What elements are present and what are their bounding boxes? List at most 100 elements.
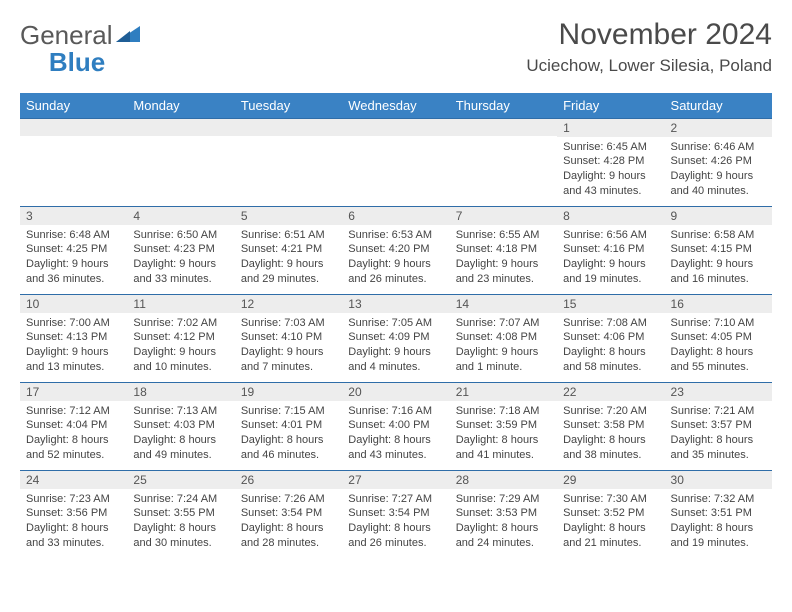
sunrise-text: Sunrise: 7:16 AM — [348, 404, 443, 419]
sunrise-text: Sunrise: 7:20 AM — [563, 404, 658, 419]
day-number: 8 — [557, 207, 664, 225]
day-details: Sunrise: 7:07 AMSunset: 4:08 PMDaylight:… — [450, 313, 557, 379]
day-number: 26 — [235, 471, 342, 489]
sunrise-text: Sunrise: 7:27 AM — [348, 492, 443, 507]
calendar-day-cell: 16Sunrise: 7:10 AMSunset: 4:05 PMDayligh… — [665, 294, 772, 382]
sunrise-text: Sunrise: 6:53 AM — [348, 228, 443, 243]
calendar-empty-cell — [450, 118, 557, 206]
daylight-text: Daylight: 8 hours and 35 minutes. — [671, 433, 766, 463]
daylight-text: Daylight: 8 hours and 38 minutes. — [563, 433, 658, 463]
calendar-day-cell: 17Sunrise: 7:12 AMSunset: 4:04 PMDayligh… — [20, 382, 127, 470]
sunrise-text: Sunrise: 7:30 AM — [563, 492, 658, 507]
sunrise-text: Sunrise: 7:07 AM — [456, 316, 551, 331]
sunset-text: Sunset: 4:10 PM — [241, 330, 336, 345]
calendar-day-cell: 3Sunrise: 6:48 AMSunset: 4:25 PMDaylight… — [20, 206, 127, 294]
calendar-day-cell: 23Sunrise: 7:21 AMSunset: 3:57 PMDayligh… — [665, 382, 772, 470]
sunset-text: Sunset: 3:56 PM — [26, 506, 121, 521]
calendar-day-cell: 2Sunrise: 6:46 AMSunset: 4:26 PMDaylight… — [665, 118, 772, 206]
calendar-day-cell: 12Sunrise: 7:03 AMSunset: 4:10 PMDayligh… — [235, 294, 342, 382]
sunset-text: Sunset: 3:53 PM — [456, 506, 551, 521]
daylight-text: Daylight: 9 hours and 13 minutes. — [26, 345, 121, 375]
sunset-text: Sunset: 3:58 PM — [563, 418, 658, 433]
day-details: Sunrise: 6:55 AMSunset: 4:18 PMDaylight:… — [450, 225, 557, 291]
sunrise-text: Sunrise: 6:48 AM — [26, 228, 121, 243]
calendar-day-cell: 9Sunrise: 6:58 AMSunset: 4:15 PMDaylight… — [665, 206, 772, 294]
day-details: Sunrise: 7:27 AMSunset: 3:54 PMDaylight:… — [342, 489, 449, 555]
daylight-text: Daylight: 8 hours and 24 minutes. — [456, 521, 551, 551]
calendar-day-cell: 24Sunrise: 7:23 AMSunset: 3:56 PMDayligh… — [20, 470, 127, 558]
brand-word2: Blue — [49, 47, 105, 77]
day-details: Sunrise: 7:24 AMSunset: 3:55 PMDaylight:… — [127, 489, 234, 555]
day-details: Sunrise: 6:53 AMSunset: 4:20 PMDaylight:… — [342, 225, 449, 291]
sunset-text: Sunset: 3:54 PM — [241, 506, 336, 521]
day-number: 11 — [127, 295, 234, 313]
weekday-header: Sunday — [20, 93, 127, 119]
daylight-text: Daylight: 8 hours and 52 minutes. — [26, 433, 121, 463]
day-number: 12 — [235, 295, 342, 313]
calendar-day-cell: 20Sunrise: 7:16 AMSunset: 4:00 PMDayligh… — [342, 382, 449, 470]
sunset-text: Sunset: 4:05 PM — [671, 330, 766, 345]
calendar-empty-cell — [342, 118, 449, 206]
sunset-text: Sunset: 4:01 PM — [241, 418, 336, 433]
daylight-text: Daylight: 8 hours and 49 minutes. — [133, 433, 228, 463]
calendar-week-row: 1Sunrise: 6:45 AMSunset: 4:28 PMDaylight… — [20, 118, 772, 206]
day-number: 22 — [557, 383, 664, 401]
sunrise-text: Sunrise: 7:05 AM — [348, 316, 443, 331]
day-details: Sunrise: 7:12 AMSunset: 4:04 PMDaylight:… — [20, 401, 127, 467]
day-details: Sunrise: 7:15 AMSunset: 4:01 PMDaylight:… — [235, 401, 342, 467]
daylight-text: Daylight: 8 hours and 26 minutes. — [348, 521, 443, 551]
day-number: 9 — [665, 207, 772, 225]
location-subtitle: Uciechow, Lower Silesia, Poland — [526, 56, 772, 76]
day-number: 5 — [235, 207, 342, 225]
sunset-text: Sunset: 4:21 PM — [241, 242, 336, 257]
day-number: 18 — [127, 383, 234, 401]
weekday-header: Saturday — [665, 93, 772, 119]
sunrise-text: Sunrise: 7:24 AM — [133, 492, 228, 507]
sunset-text: Sunset: 4:26 PM — [671, 154, 766, 169]
daylight-text: Daylight: 8 hours and 21 minutes. — [563, 521, 658, 551]
calendar-day-cell: 15Sunrise: 7:08 AMSunset: 4:06 PMDayligh… — [557, 294, 664, 382]
sunset-text: Sunset: 4:09 PM — [348, 330, 443, 345]
calendar-day-cell: 7Sunrise: 6:55 AMSunset: 4:18 PMDaylight… — [450, 206, 557, 294]
sunset-text: Sunset: 4:08 PM — [456, 330, 551, 345]
day-number — [127, 119, 234, 136]
day-number: 27 — [342, 471, 449, 489]
calendar-day-cell: 28Sunrise: 7:29 AMSunset: 3:53 PMDayligh… — [450, 470, 557, 558]
daylight-text: Daylight: 8 hours and 28 minutes. — [241, 521, 336, 551]
sunset-text: Sunset: 4:20 PM — [348, 242, 443, 257]
calendar-day-cell: 6Sunrise: 6:53 AMSunset: 4:20 PMDaylight… — [342, 206, 449, 294]
sunset-text: Sunset: 4:13 PM — [26, 330, 121, 345]
day-number: 15 — [557, 295, 664, 313]
calendar-empty-cell — [127, 118, 234, 206]
day-details: Sunrise: 7:20 AMSunset: 3:58 PMDaylight:… — [557, 401, 664, 467]
calendar-day-cell: 29Sunrise: 7:30 AMSunset: 3:52 PMDayligh… — [557, 470, 664, 558]
calendar-body: 1Sunrise: 6:45 AMSunset: 4:28 PMDaylight… — [20, 118, 772, 558]
daylight-text: Daylight: 9 hours and 29 minutes. — [241, 257, 336, 287]
daylight-text: Daylight: 8 hours and 55 minutes. — [671, 345, 766, 375]
daylight-text: Daylight: 9 hours and 16 minutes. — [671, 257, 766, 287]
calendar-week-row: 10Sunrise: 7:00 AMSunset: 4:13 PMDayligh… — [20, 294, 772, 382]
day-number: 13 — [342, 295, 449, 313]
sunrise-text: Sunrise: 6:46 AM — [671, 140, 766, 155]
sunrise-text: Sunrise: 7:03 AM — [241, 316, 336, 331]
daylight-text: Daylight: 8 hours and 41 minutes. — [456, 433, 551, 463]
day-details: Sunrise: 7:21 AMSunset: 3:57 PMDaylight:… — [665, 401, 772, 467]
daylight-text: Daylight: 9 hours and 43 minutes. — [563, 169, 658, 199]
sunrise-text: Sunrise: 7:26 AM — [241, 492, 336, 507]
sunrise-text: Sunrise: 6:50 AM — [133, 228, 228, 243]
day-details: Sunrise: 7:32 AMSunset: 3:51 PMDaylight:… — [665, 489, 772, 555]
day-number: 16 — [665, 295, 772, 313]
brand-logo: General Blue — [20, 18, 142, 77]
weekday-header: Monday — [127, 93, 234, 119]
sunrise-text: Sunrise: 6:51 AM — [241, 228, 336, 243]
day-details: Sunrise: 7:29 AMSunset: 3:53 PMDaylight:… — [450, 489, 557, 555]
calendar-day-cell: 8Sunrise: 6:56 AMSunset: 4:16 PMDaylight… — [557, 206, 664, 294]
day-details: Sunrise: 7:03 AMSunset: 4:10 PMDaylight:… — [235, 313, 342, 379]
page-header: General Blue November 2024 Uciechow, Low… — [20, 18, 772, 77]
day-number: 17 — [20, 383, 127, 401]
day-number: 10 — [20, 295, 127, 313]
weekday-header: Thursday — [450, 93, 557, 119]
sunset-text: Sunset: 3:52 PM — [563, 506, 658, 521]
calendar-day-cell: 1Sunrise: 6:45 AMSunset: 4:28 PMDaylight… — [557, 118, 664, 206]
calendar-day-cell: 4Sunrise: 6:50 AMSunset: 4:23 PMDaylight… — [127, 206, 234, 294]
